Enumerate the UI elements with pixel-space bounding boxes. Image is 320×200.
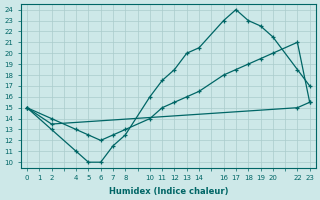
X-axis label: Humidex (Indice chaleur): Humidex (Indice chaleur) — [108, 187, 228, 196]
